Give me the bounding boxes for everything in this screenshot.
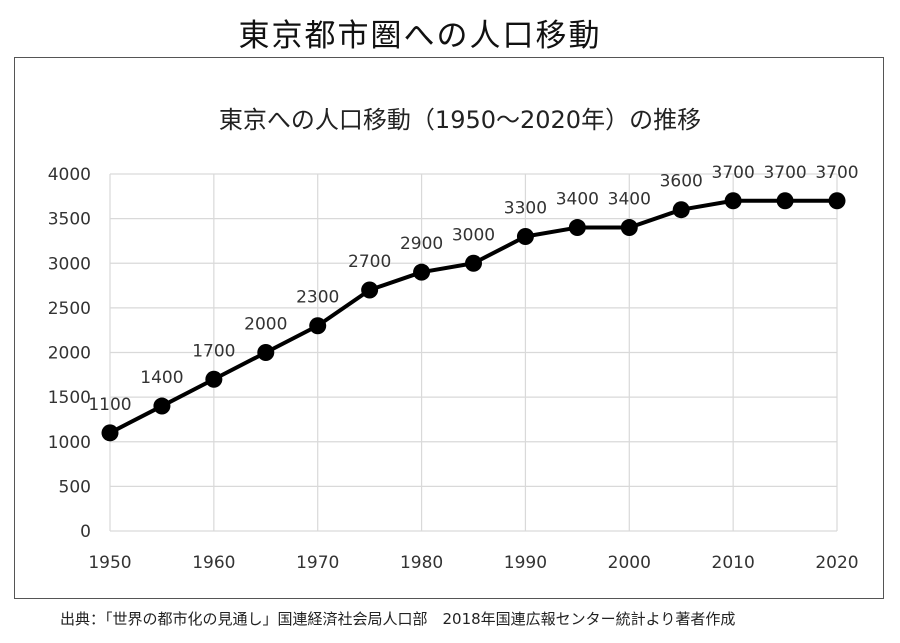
data-label: 3700 [712,163,755,183]
y-tick-label: 1500 [48,388,91,408]
x-tick-label: 2010 [712,553,755,573]
series-layer [101,192,846,442]
data-point [257,344,275,361]
data-label: 1100 [88,395,131,415]
y-tick-label: 2500 [48,299,91,319]
data-label: 3600 [660,172,703,192]
data-label: 3400 [608,190,651,210]
y-tick-label: 2000 [48,344,91,364]
source-note: 出典：「世界の都市化の見通し」国連経済社会局人口部 2018年国連広報センター統… [60,610,736,628]
data-label: 3700 [815,163,858,183]
data-point [465,254,482,272]
data-point [413,263,431,281]
data-point [828,192,846,210]
y-tick-label: 500 [59,477,91,497]
y-tick-label: 0 [80,522,91,542]
data-label: 2700 [348,252,391,272]
data-label: 2000 [244,315,287,335]
data-label: 2900 [400,234,443,254]
data-point [724,192,742,210]
data-label: 1400 [140,368,183,388]
x-tick-label: 1970 [296,553,339,573]
data-point [361,281,379,299]
data-label: 3700 [763,163,806,183]
x-tick-label: 2020 [815,553,858,573]
data-labels: 1100 1400 1700 2000 2300 2700 2900 3000 3300 3400… [88,163,858,415]
y-tick-label: 3000 [48,254,91,274]
x-tick-label: 2000 [608,553,651,573]
data-point [516,227,534,245]
x-tick-label: 1990 [504,553,547,573]
data-label: 3300 [504,198,547,218]
chart-title: 東京への人口移動（1950～2020年）の推移 [219,106,701,134]
x-axis-ticks: 1950 1960 1970 1980 1990 2000 2010 2020 [88,553,858,573]
data-point [101,424,119,442]
data-point [153,397,171,415]
y-tick-label: 1000 [48,433,91,453]
data-point [568,219,586,237]
x-tick-label: 1950 [88,553,131,573]
data-point [309,317,327,335]
data-label: 3000 [452,225,495,245]
data-label: 1700 [192,341,235,361]
chart-frame [14,57,884,599]
data-point [205,370,223,388]
y-axis-ticks: 0 500 1000 1500 2000 2500 3000 3500 4000 [48,165,91,542]
x-tick-label: 1960 [192,553,235,573]
data-point [776,192,794,210]
data-label: 3400 [556,190,599,210]
x-tick-label: 1980 [400,553,443,573]
page-title: 東京都市圏への人口移動 [238,18,602,54]
y-tick-label: 3500 [48,210,91,230]
y-tick-label: 4000 [48,165,91,185]
data-point [672,201,690,219]
data-label: 2300 [296,288,339,308]
data-point [620,219,638,237]
